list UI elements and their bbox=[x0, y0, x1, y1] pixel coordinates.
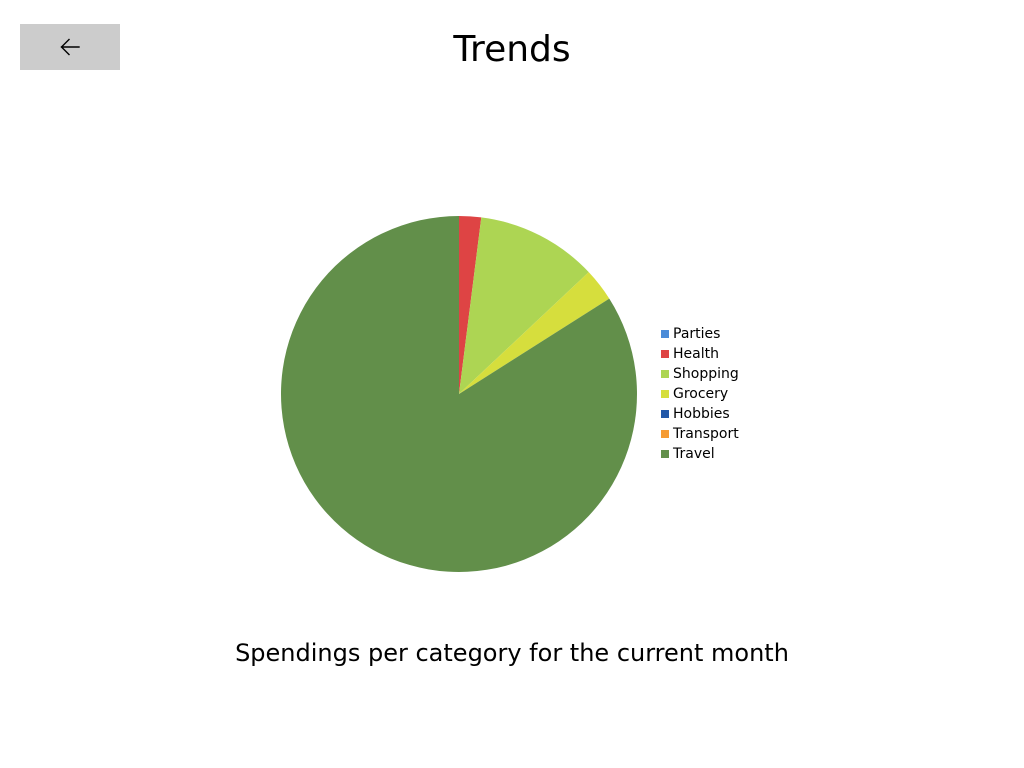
page-title: Trends bbox=[453, 29, 571, 70]
legend-label: Hobbies bbox=[673, 406, 730, 422]
legend-item-transport: Transport bbox=[661, 424, 739, 444]
legend-item-parties: Parties bbox=[661, 324, 739, 344]
legend-label: Parties bbox=[673, 326, 721, 342]
chart-caption: Spendings per category for the current m… bbox=[235, 639, 789, 667]
pie-slice-health bbox=[459, 216, 482, 394]
legend-label: Travel bbox=[673, 446, 715, 462]
legend-swatch bbox=[661, 330, 669, 338]
legend-item-health: Health bbox=[661, 344, 739, 364]
legend-swatch bbox=[661, 390, 669, 398]
pie-slice-travel bbox=[281, 216, 637, 572]
legend-label: Shopping bbox=[673, 366, 739, 382]
legend-swatch bbox=[661, 410, 669, 418]
legend-swatch bbox=[661, 350, 669, 358]
legend-label: Grocery bbox=[673, 386, 729, 402]
arrow-left-icon bbox=[60, 38, 80, 56]
back-button[interactable] bbox=[20, 24, 120, 70]
legend-label: Transport bbox=[673, 426, 739, 442]
pie-slice-grocery bbox=[459, 272, 610, 394]
legend-item-shopping: Shopping bbox=[661, 364, 739, 384]
legend-item-travel: Travel bbox=[661, 444, 739, 464]
pie-slice-shopping bbox=[459, 217, 589, 394]
legend-swatch bbox=[661, 450, 669, 458]
legend-item-hobbies: Hobbies bbox=[661, 404, 739, 424]
chart-legend: Parties Health Shopping Grocery Hobbies Trans… bbox=[661, 324, 739, 464]
legend-label: Health bbox=[673, 346, 719, 362]
legend-swatch bbox=[661, 370, 669, 378]
legend-swatch bbox=[661, 430, 669, 438]
legend-item-grocery: Grocery bbox=[661, 384, 739, 404]
